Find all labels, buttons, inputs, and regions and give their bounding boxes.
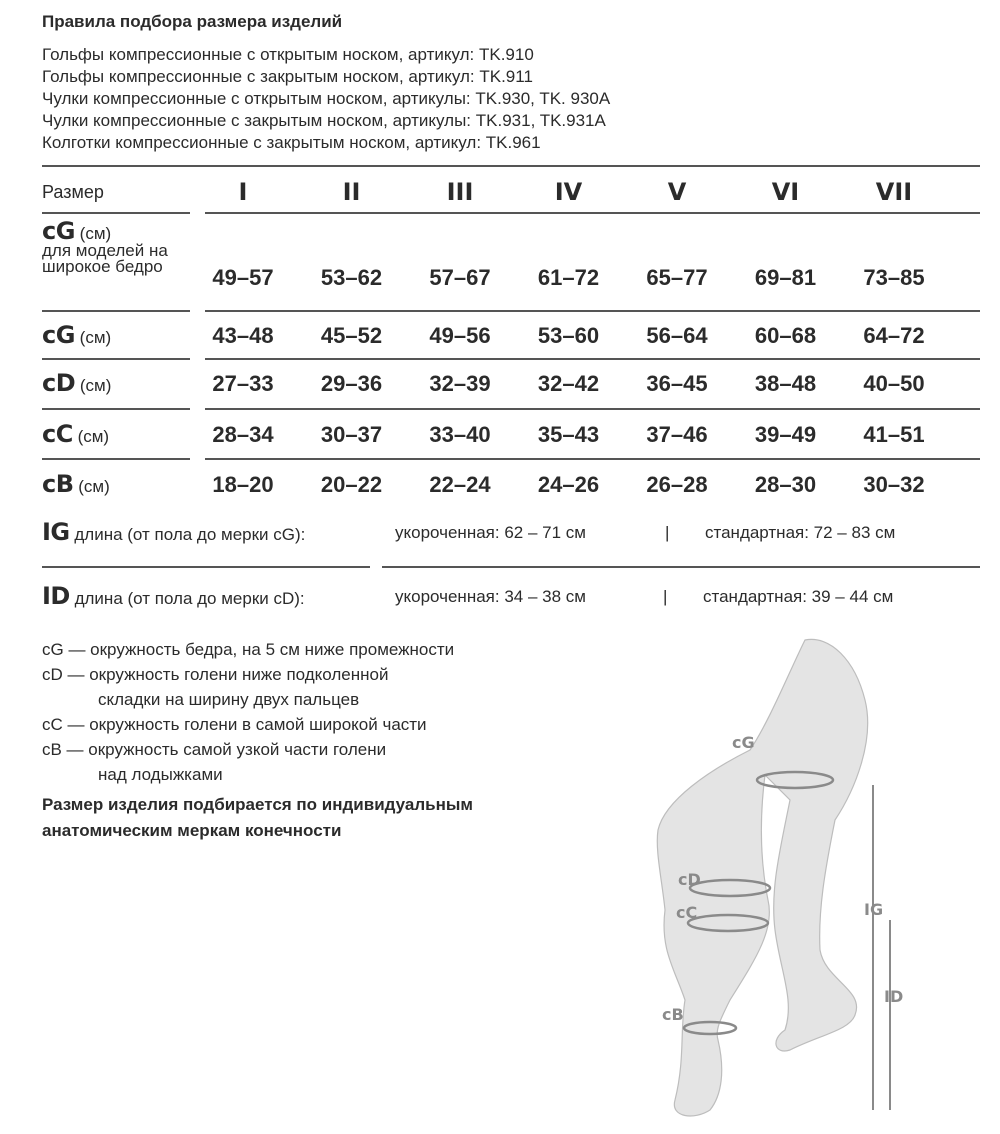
length-ig-label: IG длина (от пола до мерки cG): — [42, 518, 306, 546]
table-cell: 24–26 — [537, 472, 600, 497]
ig-label: IG — [864, 900, 883, 919]
product-line: Колготки компрессионные с закрытым носко… — [42, 133, 541, 152]
row-unit: (см) — [79, 224, 112, 243]
row-label: cG (см) — [42, 321, 112, 349]
sizing-note: Размер изделия подбирается по индивидуал… — [42, 795, 473, 840]
cg-ring — [755, 770, 835, 790]
table-cell: 36–45 — [646, 371, 708, 396]
table-cell: 32–39 — [429, 371, 491, 396]
row-label: cD (см) — [42, 369, 112, 397]
table-cell: 27–33 — [212, 371, 274, 396]
table-cell: 41–51 — [863, 422, 925, 447]
table-cell: 29–36 — [320, 371, 383, 396]
size-header-label: Размер — [42, 182, 104, 202]
row-label: cC (см) — [42, 420, 110, 448]
table-cell: 69–81 — [754, 265, 817, 290]
product-line: Гольфы компрессионные с открытым носком,… — [42, 45, 534, 64]
table-cell: 64–72 — [863, 323, 925, 348]
table-cell: 49–56 — [429, 323, 491, 348]
table-cell: 65–77 — [646, 265, 708, 290]
row-label: cB (см) — [42, 470, 110, 498]
leg-illustration: cG cD cC cB IG ID — [656, 638, 903, 1117]
table-cell: 40–50 — [863, 371, 925, 396]
table-cell: 30–32 — [863, 472, 925, 497]
size-header-VII: VII — [875, 178, 913, 206]
divider — [205, 212, 980, 214]
product-line: Гольфы компрессионные с закрытым носком,… — [42, 67, 533, 86]
table-cell: 61–72 — [537, 265, 600, 290]
page-title: Правила подбора размера изделий — [42, 12, 343, 31]
table-cell: 22–24 — [429, 472, 491, 497]
length-id-short: укороченная: 34 – 38 см — [395, 587, 586, 606]
table-cell: 35–43 — [537, 422, 600, 447]
table-cell: 53–60 — [537, 323, 600, 348]
size-header-II: II — [342, 178, 361, 206]
separator: | — [663, 587, 668, 606]
table-cell: 56–64 — [646, 323, 708, 348]
length-ig-short: укороченная: 62 – 71 см — [395, 523, 586, 542]
table-cell: 30–37 — [320, 422, 383, 447]
size-header-III: III — [446, 178, 474, 206]
legend: cG — окружность бедра, на 5 см ниже пром… — [42, 640, 455, 784]
table-cell: 43–48 — [212, 323, 274, 348]
cg-label: cG — [732, 733, 755, 752]
row-label-cg-wide: cG (см) для моделей на широкое бедро — [42, 219, 172, 276]
cc-ring — [686, 913, 770, 933]
cd-label: cD — [678, 870, 701, 889]
table-cell: 45–52 — [320, 323, 383, 348]
table-cell: 49–57 — [212, 265, 274, 290]
table-cell: 57–67 — [429, 265, 491, 290]
table-cell: 73–85 — [863, 265, 925, 290]
size-header-I: I — [238, 178, 248, 206]
size-header-V: V — [667, 178, 687, 206]
table-cell: 39–49 — [754, 422, 817, 447]
table-cell: 60–68 — [754, 323, 817, 348]
size-header-IV: IV — [554, 178, 583, 206]
table-cell: 18–20 — [212, 472, 274, 497]
divider — [42, 165, 980, 167]
cc-label: cC — [676, 903, 697, 922]
table-cell: 33–40 — [429, 422, 491, 447]
table-cell: 38–48 — [754, 371, 817, 396]
table-cell: 53–62 — [320, 265, 383, 290]
table-cell: 26–28 — [646, 472, 708, 497]
product-line: Чулки компрессионные с закрытым носком, … — [42, 111, 606, 130]
divider — [42, 212, 190, 214]
table-cell: 37–46 — [646, 422, 708, 447]
table-cell: 28–34 — [212, 422, 274, 447]
cb-label: cB — [662, 1005, 684, 1024]
leg-silhouette — [656, 638, 869, 1117]
cd-ring — [688, 878, 772, 898]
product-line: Чулки компрессионные с открытым носком, … — [42, 89, 611, 108]
separator: | — [665, 523, 670, 542]
table-cell: 20–22 — [320, 472, 383, 497]
length-ig-standard: стандартная: 72 – 83 см — [705, 523, 896, 542]
length-id-label: ID длина (от пола до мерки cD): — [42, 582, 305, 610]
table-cell: 32–42 — [537, 371, 600, 396]
table-cell: 28–30 — [754, 472, 817, 497]
length-id-standard: стандартная: 39 – 44 см — [703, 587, 894, 606]
size-header-VI: VI — [771, 178, 800, 206]
row-code: cG — [42, 217, 75, 245]
cb-ring — [682, 1020, 738, 1036]
id-label: ID — [884, 987, 903, 1006]
row-note: для моделей на широкое бедро — [42, 241, 168, 276]
